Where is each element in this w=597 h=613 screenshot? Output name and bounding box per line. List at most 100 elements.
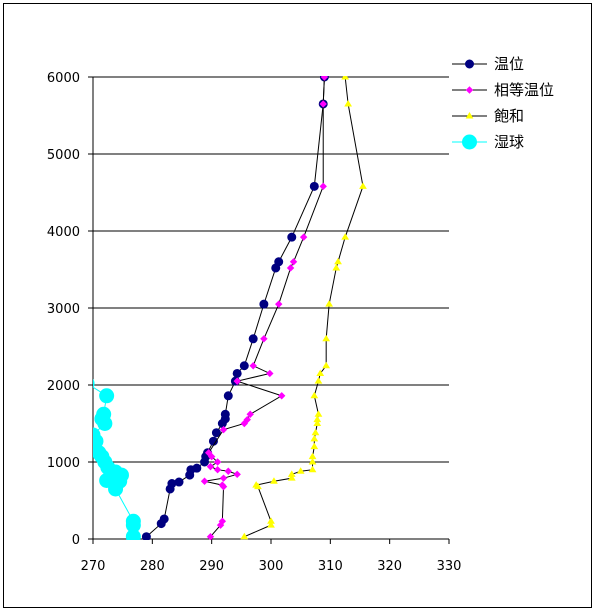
series-3-point <box>322 334 331 342</box>
x-tick-label: 280 <box>140 559 165 574</box>
legend-label-1: 温位 <box>494 55 524 73</box>
series-2-point <box>240 419 249 428</box>
series-4-point <box>99 388 115 404</box>
y-tick-label: 2000 <box>47 379 80 394</box>
series-2 <box>200 76 329 540</box>
series-3-point <box>341 76 350 80</box>
series-3-point <box>287 474 296 481</box>
series-2-point <box>224 467 232 475</box>
series-3-point <box>267 521 275 528</box>
series-3-point <box>308 458 317 465</box>
x-tick-label: 310 <box>318 559 343 574</box>
series-2-point <box>219 474 228 482</box>
x-tick-label: 270 <box>81 559 106 574</box>
series-3-point <box>341 233 350 240</box>
series-3-point <box>334 257 342 265</box>
series-3-point <box>267 517 275 524</box>
series-1-point <box>167 479 177 489</box>
series-3-point <box>252 481 261 488</box>
series-2-point <box>246 410 254 418</box>
series-3-point <box>308 452 317 460</box>
series-2-point <box>233 470 241 479</box>
series-4-point <box>125 513 141 529</box>
x-tick-label: 320 <box>377 559 402 574</box>
series-3-point <box>325 300 334 307</box>
series-3-point <box>344 99 353 107</box>
legend-marker-3 <box>465 112 474 119</box>
series-3-point <box>313 419 322 426</box>
series-3-point <box>310 442 319 450</box>
series-layer <box>93 76 367 540</box>
y-tick-label: 6000 <box>47 71 80 86</box>
series-1-point <box>220 409 230 419</box>
series-3-point <box>310 434 319 442</box>
axes: 0 1000 2000 3000 4000 5000 6000 270 280 290 300 310… <box>47 71 462 574</box>
series-1-point <box>239 361 249 371</box>
y-tick-label: 5000 <box>47 148 80 163</box>
series-2-point <box>320 76 329 81</box>
series-2-point <box>213 458 222 466</box>
series-3-point <box>240 532 249 540</box>
series-4-point <box>93 427 101 443</box>
series-1-point <box>274 257 284 267</box>
series-1-point <box>159 514 169 524</box>
series-3-point <box>308 465 317 473</box>
series-3-point <box>311 428 320 436</box>
series-2-point <box>319 182 327 191</box>
series-4 <box>93 378 141 540</box>
series-2-point <box>206 462 215 471</box>
series-2-point <box>207 452 216 461</box>
series-2-point <box>266 369 274 378</box>
series-2-point <box>249 362 257 370</box>
series-1-point <box>259 299 269 309</box>
series-1-point <box>174 477 184 487</box>
series-1-point <box>248 334 258 344</box>
series-2-point <box>206 532 215 540</box>
chart-frame <box>3 3 592 608</box>
series-3 <box>240 76 367 540</box>
series-2-point <box>299 233 308 241</box>
legend-marker-2 <box>465 86 474 94</box>
series-3-point <box>314 377 323 384</box>
series-2-point <box>233 377 241 385</box>
series-1-point <box>287 232 297 242</box>
series-2-point <box>219 425 228 434</box>
y-tick-label: 1000 <box>47 456 80 471</box>
series-4-point <box>93 378 95 389</box>
series-2-point <box>243 415 251 424</box>
series-2-point <box>213 465 222 474</box>
series-3-point <box>313 415 322 423</box>
series-2-point <box>204 449 213 457</box>
series-3-point <box>322 361 331 369</box>
series-1-point <box>232 368 242 378</box>
series-2-point <box>275 300 283 308</box>
legend-label-4: 湿球 <box>494 133 524 151</box>
series-1-point <box>141 532 151 540</box>
y-tick-label: 0 <box>72 533 80 548</box>
series-line-1 <box>146 76 325 538</box>
x-tick-label: 290 <box>199 559 224 574</box>
legend-marker-1 <box>465 59 474 69</box>
series-3-point <box>287 470 296 477</box>
series-3-point <box>296 467 305 474</box>
legend-label-2: 相等温位 <box>494 81 554 99</box>
series-2-point <box>200 477 209 485</box>
series-3-point <box>359 182 367 189</box>
series-2-point <box>289 258 298 266</box>
legend-label-3: 飽和 <box>494 107 524 125</box>
y-tick-label: 3000 <box>47 302 80 317</box>
series-2-point <box>260 335 268 343</box>
series-2-point <box>277 392 286 400</box>
series-1-point <box>309 181 319 191</box>
series-3-point <box>314 410 323 417</box>
series-2-point <box>319 100 327 108</box>
x-tick-label: 300 <box>259 559 284 574</box>
x-tick-label: 330 <box>437 559 462 574</box>
series-3-point <box>316 369 325 376</box>
series-1-point <box>223 391 233 401</box>
series-1-point <box>211 428 221 438</box>
series-1-point <box>192 463 202 473</box>
legend-marker-4 <box>462 134 477 150</box>
